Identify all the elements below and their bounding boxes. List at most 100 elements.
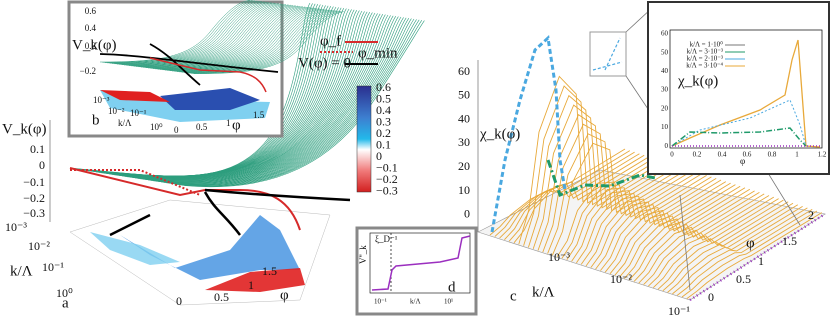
- legend-label: φ_f: [320, 33, 341, 49]
- susceptibility-curve: [513, 156, 650, 244]
- tick-label: 0: [176, 294, 182, 308]
- potential-curve: [142, 14, 384, 182]
- susceptibility-curve: [672, 207, 808, 295]
- susceptibility-curve: [537, 114, 674, 251]
- susceptibility-curve: [652, 201, 789, 289]
- tick-label: 30: [661, 86, 669, 94]
- v-zero-curve: [109, 188, 351, 237]
- tick-label: 0: [670, 151, 674, 159]
- inset-red: [149, 57, 267, 93]
- tick-label: 1: [248, 278, 254, 292]
- tick-label: 10⁻¹: [42, 260, 64, 274]
- tick-label: 0.5: [736, 272, 751, 286]
- tick-label: 10¹: [444, 298, 453, 306]
- susceptibility-curve: [667, 206, 803, 293]
- tick-label: 0: [464, 207, 470, 221]
- inset-heatmap-blue: [160, 88, 260, 110]
- tick-label: 0.5: [196, 122, 208, 132]
- tick-label: 10⁻¹: [130, 108, 147, 118]
- colorbar-tick: −0.3: [376, 183, 398, 197]
- labels: V_k(φ)0.10−0.1−0.2−0.3k/Λ10⁻³10⁻²10⁻¹10⁰…: [2, 6, 827, 318]
- tick-label: 0.2: [85, 41, 96, 51]
- inset-curve: [102, 0, 253, 63]
- inset-heatmap-red: [100, 90, 170, 102]
- tick-label: 60: [458, 64, 470, 78]
- potential-curve: [155, 16, 397, 184]
- tick-label: 1.5: [253, 110, 265, 120]
- inset-curve: [107, 0, 258, 64]
- label: k/Λ: [118, 118, 132, 128]
- potential-curve: [166, 17, 407, 185]
- inset-curve: [121, 2, 272, 65]
- zoom-curves: [592, 37, 623, 71]
- susceptibility-curve: [638, 196, 775, 284]
- potential-curve: [147, 14, 389, 183]
- tick-label: 10⁻¹: [374, 298, 387, 306]
- label: k/Λ: [532, 284, 555, 300]
- potential-curve: [181, 20, 423, 187]
- tick-label: 0.8: [768, 151, 777, 159]
- susceptibility-curve: [508, 154, 645, 242]
- tick-label: 10⁻³: [5, 220, 27, 234]
- tick-label: 10⁻¹: [668, 304, 690, 318]
- tick-label: −0.3: [23, 206, 45, 220]
- tick-label: 20: [458, 159, 470, 173]
- label: k/Λ: [410, 298, 421, 306]
- susceptibility-curve: [590, 181, 727, 268]
- decorations: [49, 0, 830, 316]
- tick-label: 50: [661, 48, 669, 56]
- inset-curve: [167, 8, 318, 71]
- susceptibility-curve: [527, 94, 664, 248]
- phi-min-curve: [70, 169, 201, 196]
- tick-label: 0.4: [718, 151, 727, 159]
- label: V''_k: [358, 245, 368, 264]
- tick-label: 0: [708, 290, 714, 304]
- heatmap-blue: [120, 215, 300, 280]
- susceptibility-curve: [551, 142, 688, 256]
- tick-label: 10⁰: [56, 286, 73, 300]
- inset-curve: [123, 2, 275, 66]
- potential-curve: [137, 13, 378, 181]
- inset-curve: [193, 11, 344, 74]
- inset-curve: [116, 1, 267, 65]
- inset-curve: [109, 0, 260, 64]
- colorbar-tick: 0.4: [376, 103, 391, 117]
- potential-curve: [150, 15, 391, 183]
- susceptibility-curve: [604, 185, 741, 273]
- susceptibility-curve: [595, 182, 731, 270]
- tick-label: 10⁻³: [93, 95, 110, 105]
- inset-curve: [128, 3, 279, 66]
- inset-curve: [111, 1, 263, 64]
- susceptibility-curve: [676, 209, 813, 296]
- heatmap-red: [205, 268, 305, 292]
- potential-curve: [134, 12, 376, 181]
- tick-label: 30: [458, 135, 470, 149]
- tick-label: 20: [661, 104, 669, 112]
- tick-label: 10: [661, 123, 669, 131]
- tick-label: 0.2: [693, 151, 702, 159]
- inset-blue: [671, 99, 807, 147]
- label: c: [510, 288, 517, 304]
- susceptibility-curve: [504, 153, 640, 241]
- colorbar-tick: −0.2: [376, 172, 398, 186]
- tick-label: 60: [661, 30, 669, 38]
- label: χ_k(φ): [677, 73, 718, 89]
- susceptibility-curve: [624, 192, 760, 279]
- susceptibility-curve: [556, 170, 693, 257]
- purple-dotted: [689, 212, 826, 302]
- potential-curve: [163, 17, 404, 185]
- susceptibility-curve: [571, 175, 707, 262]
- label: k/Λ: [10, 263, 33, 279]
- legend-label: φ_min: [358, 45, 398, 61]
- tick-label: 0.5: [214, 290, 229, 304]
- tick-label: 10⁰: [150, 122, 163, 132]
- tick-label: 0.1: [30, 142, 45, 156]
- label: V_k(φ): [72, 37, 116, 53]
- label: ξ_D⁻¹: [375, 234, 398, 244]
- tick-label: 10⁻²: [28, 239, 50, 253]
- label: φ: [280, 287, 289, 303]
- potential-curve: [176, 19, 417, 186]
- potential-curve: [173, 18, 415, 186]
- zoom-box: [589, 31, 627, 77]
